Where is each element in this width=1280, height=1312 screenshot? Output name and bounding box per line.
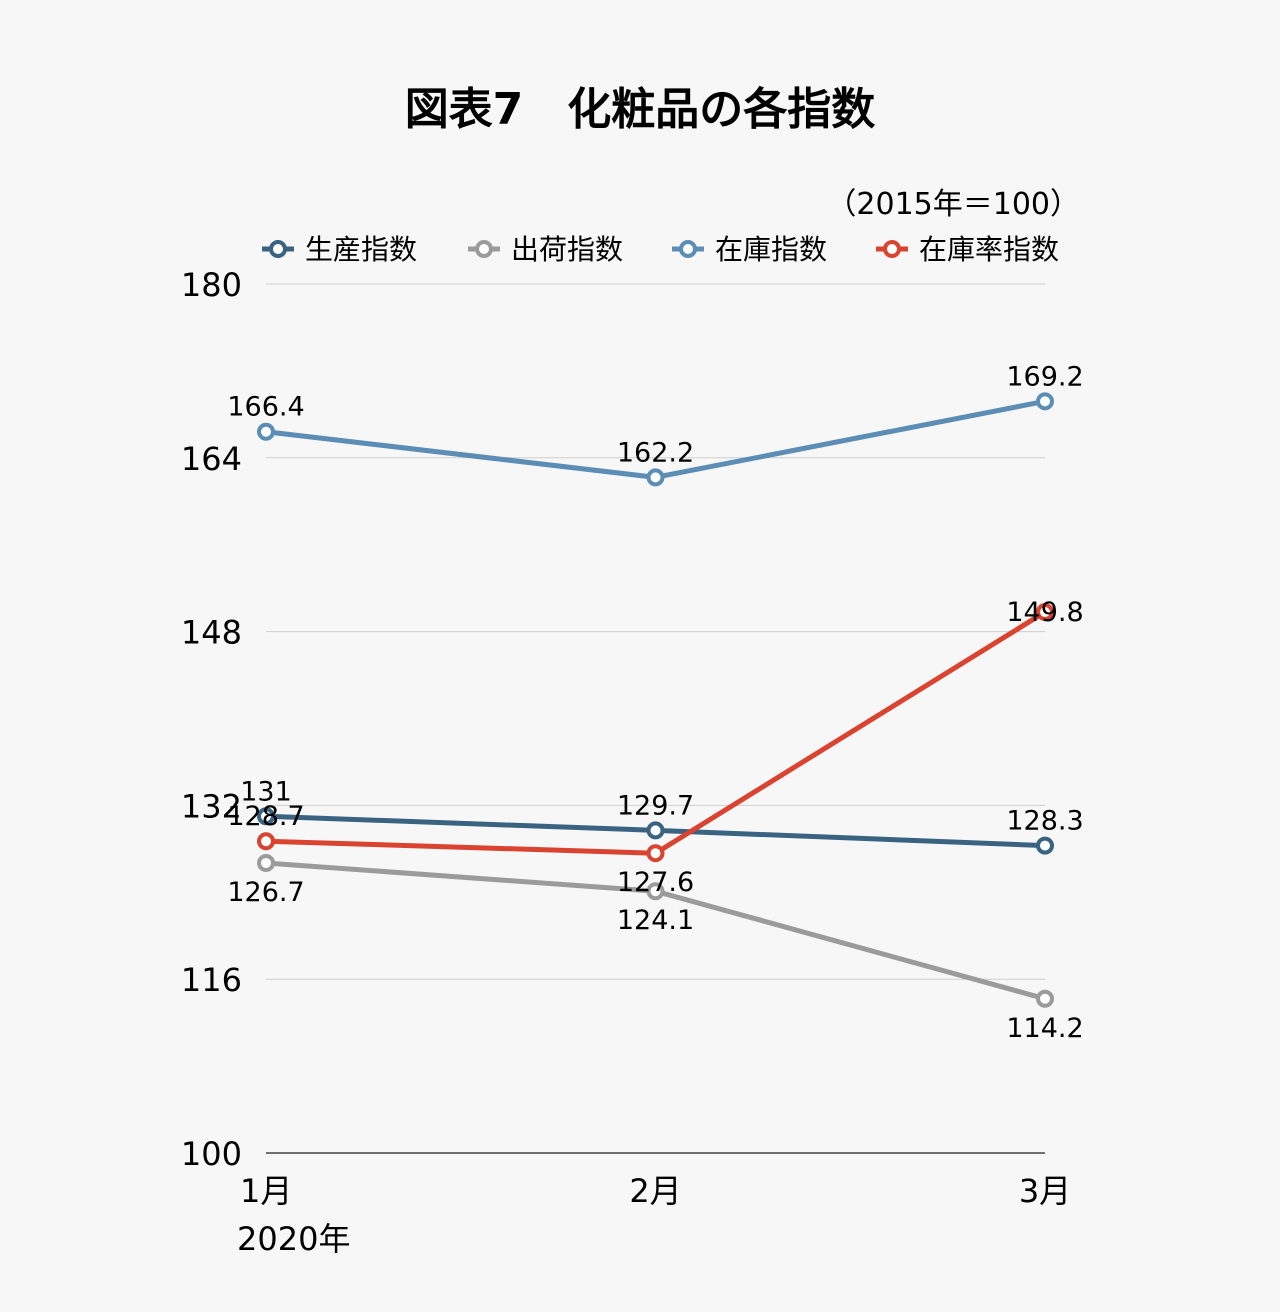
- y-tick-label: 180: [181, 266, 242, 304]
- data-point: [257, 422, 275, 441]
- data-point: [257, 832, 275, 851]
- data-point: [646, 844, 665, 863]
- data-point: [257, 807, 275, 826]
- legend-label: 在庫率指数: [919, 233, 1059, 266]
- legend-marker: [269, 240, 287, 258]
- legend-marker: [679, 240, 697, 258]
- data-point: [1036, 392, 1054, 411]
- y-tick-label: 100: [181, 1135, 242, 1173]
- data-point: [646, 821, 665, 840]
- gridlines: [266, 283, 1045, 1154]
- data-point: [646, 882, 665, 901]
- data-label: 166.4: [227, 392, 304, 423]
- legend-label: 生産指数: [305, 233, 417, 266]
- x-tick-label: 2月: [629, 1172, 681, 1210]
- data-label: 131: [240, 776, 292, 807]
- y-tick-label: 164: [181, 440, 242, 478]
- legend-marker: [475, 240, 493, 258]
- data-label: 129.7: [617, 790, 694, 821]
- data-label: 169.2: [1006, 361, 1083, 392]
- chart-title: 図表7 化粧品の各指数: [405, 84, 876, 135]
- x-tick-label: 1月: [240, 1172, 292, 1210]
- legend-label: 出荷指数: [511, 233, 623, 266]
- data-point: [257, 853, 275, 872]
- data-labels: 131 129.7 128.3 126.7 124.1 114.2 166.4 162.2 16…: [227, 361, 1083, 1043]
- unit-note: （2015年＝100）: [826, 187, 1080, 222]
- data-label: 114.2: [1006, 1013, 1083, 1044]
- y-tick-label: 148: [181, 614, 242, 652]
- data-label: 149.8: [1006, 597, 1083, 628]
- data-label: 124.1: [617, 905, 694, 936]
- data-label: 128.7: [227, 801, 304, 832]
- data-point: [1036, 989, 1054, 1008]
- legend-label: 在庫指数: [715, 233, 827, 266]
- data-label: 128.3: [1006, 806, 1083, 837]
- x-sublabel: 2020年: [237, 1220, 350, 1258]
- legend: 生産指数 出荷指数 在庫指数 在庫率指数: [262, 233, 1059, 266]
- y-tick-label: 132: [181, 787, 242, 825]
- data-label: 126.7: [227, 877, 304, 908]
- x-tick-label: 3月: [1019, 1172, 1071, 1210]
- legend-marker: [883, 240, 901, 258]
- y-tick-label: 116: [181, 961, 242, 999]
- data-point: [1036, 836, 1054, 855]
- axes: 100 116 132 148 164 180 1月 2月 3月: [181, 266, 1071, 1210]
- data-label: 127.6: [617, 867, 694, 898]
- data-label: 162.2: [617, 437, 694, 468]
- series-lines: [257, 392, 1054, 1008]
- data-point: [1036, 603, 1054, 622]
- data-point: [646, 468, 665, 487]
